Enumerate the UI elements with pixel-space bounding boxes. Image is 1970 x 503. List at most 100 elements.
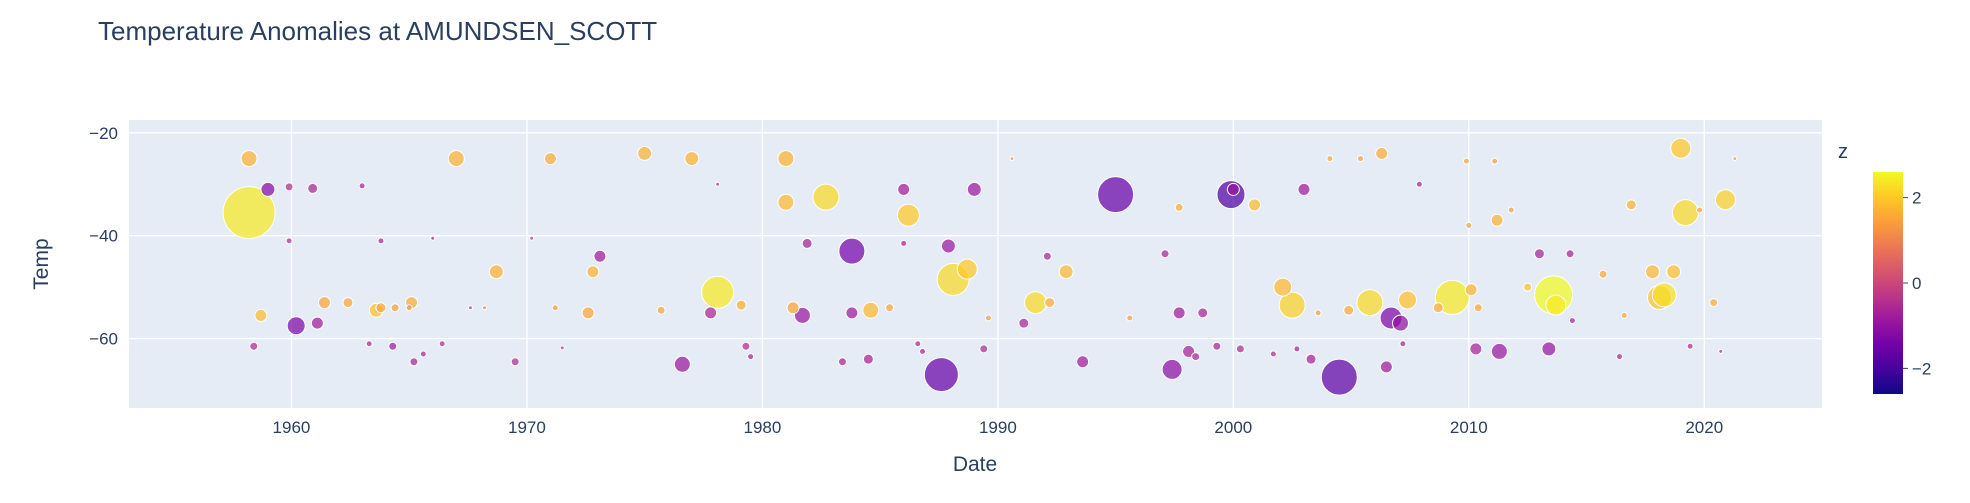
x-tick-label: 2000 <box>1214 418 1252 437</box>
data-point <box>1392 314 1410 332</box>
data-point <box>715 181 721 187</box>
data-point <box>1326 155 1334 163</box>
data-point <box>896 203 920 227</box>
data-point <box>701 275 735 309</box>
data-point <box>747 353 755 361</box>
data-point <box>1076 355 1090 369</box>
data-point <box>1197 307 1209 319</box>
data-point <box>741 341 751 351</box>
data-point <box>1625 199 1637 211</box>
data-point <box>914 340 922 348</box>
data-point <box>1434 279 1470 315</box>
gridlines <box>129 120 1822 408</box>
data-point <box>1305 353 1317 365</box>
y-tick-label: −60 <box>89 330 118 349</box>
data-point <box>777 150 795 168</box>
data-point <box>1235 344 1245 354</box>
data-point <box>581 306 595 320</box>
data-point <box>1161 358 1183 380</box>
data-point <box>260 181 276 197</box>
data-point <box>1415 180 1423 188</box>
data-point <box>812 183 840 211</box>
data-point <box>510 357 520 367</box>
data-point <box>1714 189 1736 211</box>
data-point <box>735 299 747 311</box>
data-point <box>286 316 306 336</box>
data-point <box>1565 249 1575 259</box>
data-point <box>885 303 895 313</box>
data-point <box>838 237 866 265</box>
data-point <box>1473 303 1483 313</box>
colorbar-title: z <box>1838 141 1848 163</box>
data-point <box>1226 182 1240 196</box>
data-point <box>1297 182 1311 196</box>
data-point <box>1462 157 1470 165</box>
data-point <box>1320 358 1358 396</box>
data-point <box>1670 137 1692 159</box>
data-point <box>1533 248 1545 260</box>
data-point <box>1182 344 1196 358</box>
data-point <box>1507 206 1515 214</box>
data-point <box>1379 360 1393 374</box>
x-tick-label: 1990 <box>979 418 1017 437</box>
data-point <box>656 305 666 315</box>
data-point <box>979 344 989 354</box>
data-point <box>1432 302 1444 314</box>
data-point <box>1541 341 1557 357</box>
data-point <box>405 304 413 312</box>
data-point <box>1718 348 1724 354</box>
colorbar: z 2 0 −2 <box>1838 141 1931 394</box>
colorbar-tick-label: 0 <box>1912 274 1921 293</box>
data-point <box>467 305 473 311</box>
data-point <box>254 308 268 322</box>
data-point <box>1343 304 1355 316</box>
data-point <box>1666 264 1682 280</box>
colorbar-tick-labels: 2 0 −2 <box>1903 189 1931 378</box>
data-point <box>1160 249 1170 259</box>
data-point <box>586 265 600 279</box>
data-point <box>1018 317 1030 329</box>
data-point <box>310 316 324 330</box>
data-point <box>409 357 419 367</box>
data-point <box>342 297 354 309</box>
y-tick-label: −20 <box>89 124 118 143</box>
data-point <box>637 145 653 161</box>
data-point <box>919 347 927 355</box>
data-point <box>1212 341 1222 351</box>
y-tick-label: −40 <box>89 227 118 246</box>
data-point <box>419 350 427 358</box>
data-point <box>1314 309 1322 317</box>
x-tick-label: 1980 <box>743 418 781 437</box>
data-point <box>488 264 504 280</box>
data-point <box>375 302 387 314</box>
data-point <box>923 357 959 393</box>
data-point <box>1686 342 1694 350</box>
data-point <box>984 314 992 322</box>
data-point <box>1671 199 1699 227</box>
data-point <box>388 341 398 351</box>
data-point <box>897 182 911 196</box>
data-point <box>307 182 319 194</box>
data-point <box>1009 156 1015 162</box>
data-point <box>1399 340 1407 348</box>
data-point <box>777 193 795 211</box>
data-point <box>1044 297 1056 309</box>
data-point <box>1024 291 1048 315</box>
data-point <box>358 182 366 190</box>
data-point <box>390 303 400 313</box>
data-point <box>1651 282 1677 308</box>
data-point <box>1620 311 1628 319</box>
x-axis-label: Date <box>953 453 997 476</box>
x-tick-labels: 1960 1970 1980 1990 2000 2010 2020 <box>273 418 1724 437</box>
data-point <box>1469 342 1483 356</box>
data-point <box>1490 342 1508 360</box>
colorbar-tick-label: −2 <box>1912 359 1931 378</box>
data-point <box>1269 350 1277 358</box>
data-point <box>1273 277 1293 297</box>
data-point <box>1490 213 1504 227</box>
data-point <box>438 340 446 348</box>
data-point <box>1172 306 1186 320</box>
data-point <box>1126 314 1134 322</box>
data-point <box>1356 155 1364 163</box>
y-tick-labels: −20 −40 −60 <box>89 124 118 349</box>
